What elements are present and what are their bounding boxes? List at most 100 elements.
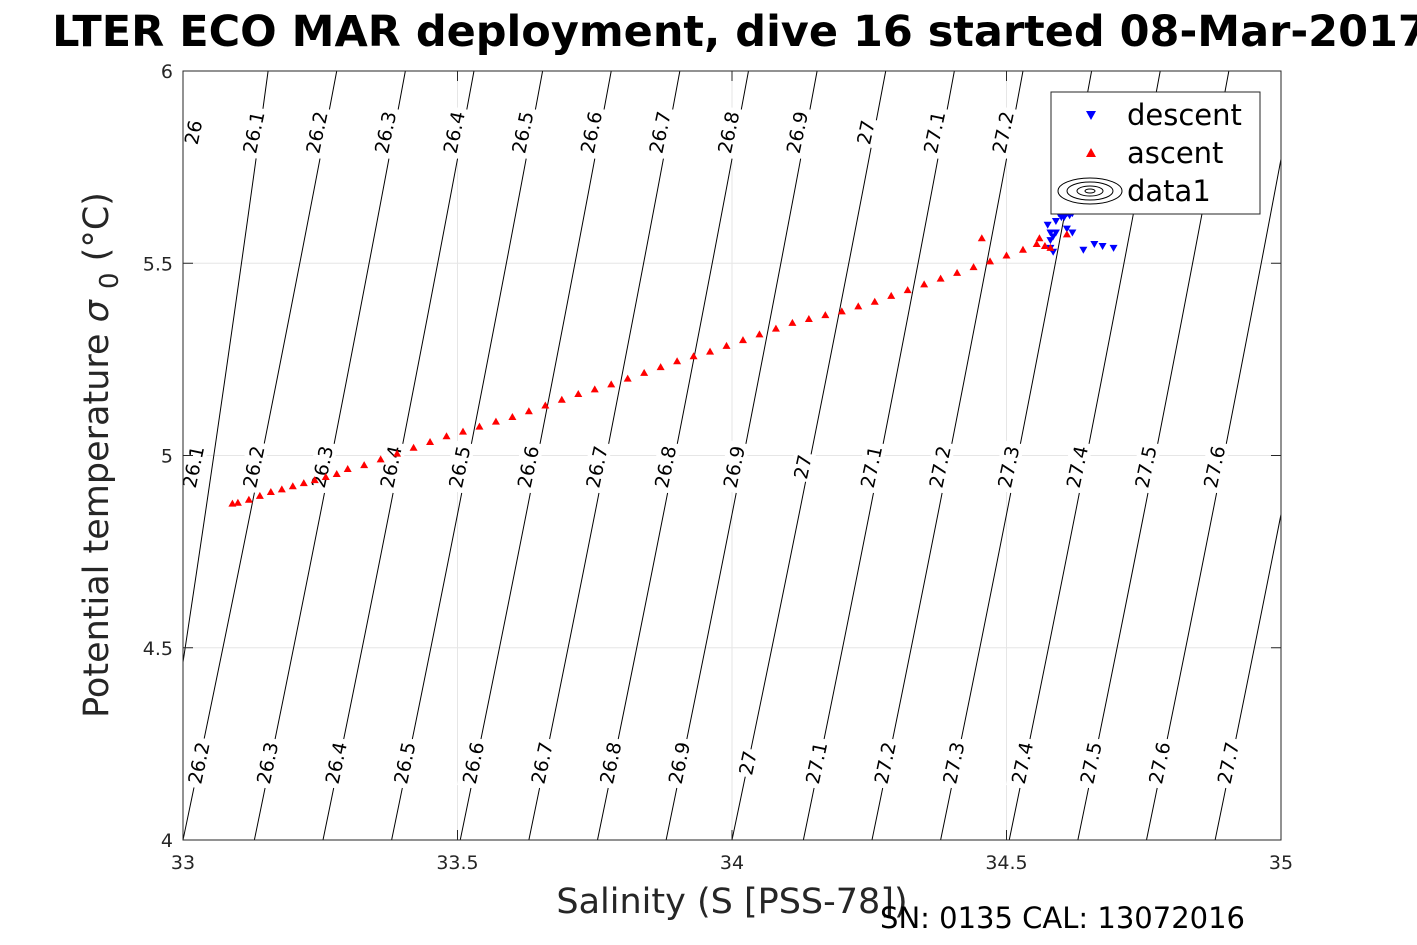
ascent-point xyxy=(953,268,962,276)
contour-label-bg xyxy=(443,440,476,494)
ascent-point xyxy=(969,263,978,271)
ascent-point xyxy=(228,499,237,507)
contour-label-bg xyxy=(992,440,1025,494)
axis-ticks: 33 33.5 34 34.5 35 4 4.5 5 5.5 6 xyxy=(143,61,1293,874)
contour-label-bg xyxy=(649,440,682,494)
ascent-point xyxy=(903,286,912,294)
ascent-point xyxy=(310,476,319,484)
y-tick-label: 5.5 xyxy=(143,253,173,275)
ascent-point xyxy=(426,438,435,446)
ascent-point xyxy=(590,385,599,393)
contour-label-bg xyxy=(511,440,544,494)
ascent-point xyxy=(376,455,385,463)
x-tick-label: 35 xyxy=(1269,852,1293,874)
contour-label-bg xyxy=(851,116,880,149)
contour-label-group: 27.2 xyxy=(986,105,1019,160)
legend-box xyxy=(1050,91,1261,215)
contour-label-bg xyxy=(506,105,539,160)
ascent-point xyxy=(936,274,945,282)
legend: descent ascent data1 xyxy=(1050,91,1261,215)
ascent-point xyxy=(1032,240,1041,248)
y-axis-label-group: Potential temperature σ 0 (°C) xyxy=(77,192,127,718)
contour-label-group: 26.5 xyxy=(506,105,539,160)
contour-label-group: 27.6 xyxy=(1143,736,1176,790)
ascent-point xyxy=(977,234,986,242)
ascent-point xyxy=(870,297,879,305)
contour-label-bg xyxy=(369,105,402,160)
contour-label-bg xyxy=(1006,736,1038,790)
ascent-point xyxy=(557,395,566,403)
ascent-point xyxy=(332,469,341,477)
contour-label-group: 27 xyxy=(733,746,762,779)
contour-label-bg xyxy=(937,736,970,790)
y-axis-label: Potential temperature σ 0 (°C) xyxy=(77,192,127,718)
contour-label-bg xyxy=(525,736,558,790)
y-tick-label: 6 xyxy=(161,61,173,83)
ascent-point xyxy=(706,347,715,355)
ascent-point xyxy=(887,291,896,299)
contour-label-bg xyxy=(868,736,901,790)
contour-label-bg xyxy=(800,736,833,790)
contour-label-bg xyxy=(237,440,270,494)
ascent-point xyxy=(607,380,616,388)
ascent-point xyxy=(837,307,846,315)
legend-marker-ascent xyxy=(1086,148,1096,157)
ascent-point xyxy=(541,401,550,409)
ascent-point xyxy=(1035,234,1044,242)
descent-point xyxy=(1098,242,1107,250)
ascent-point xyxy=(491,417,500,425)
ascent-point xyxy=(673,357,682,365)
contour-label-bg xyxy=(733,746,762,779)
ascent-point xyxy=(788,318,797,326)
ascent-point xyxy=(277,485,286,493)
contour-label-bg xyxy=(1143,736,1176,790)
contour-label-group: 27 xyxy=(851,116,880,149)
contour-label: 27 xyxy=(735,749,762,777)
ascent-point xyxy=(986,257,995,265)
contour-label-bg xyxy=(1074,736,1107,790)
contour-label-group: 26.7 xyxy=(525,736,558,790)
ascent-point xyxy=(442,432,451,440)
ascent-point xyxy=(640,368,649,376)
contour-label-bg xyxy=(986,105,1019,160)
contour-label: 26 xyxy=(181,118,208,146)
ascent-point xyxy=(233,498,242,506)
contour-label-bg xyxy=(923,440,956,494)
ascent-point xyxy=(1062,230,1071,238)
ascent-point xyxy=(689,352,698,360)
contour-label-bg xyxy=(179,116,207,149)
contour-label-bg xyxy=(594,736,627,790)
descent-point xyxy=(1109,244,1118,252)
x-tick-label: 33 xyxy=(171,852,195,874)
descent-point xyxy=(1068,229,1077,237)
ascent-point xyxy=(1040,241,1049,249)
contour-label-bg xyxy=(780,105,813,160)
descent-point xyxy=(1043,221,1052,229)
serial-calibration-footer: SN: 0135 CAL: 13072016 xyxy=(880,901,1245,935)
ascent-point xyxy=(722,341,731,349)
contour-label-group: 26.9 xyxy=(662,736,695,790)
ascent-point xyxy=(574,389,583,397)
contour-label-bg xyxy=(437,105,470,160)
ascent-point xyxy=(288,482,297,490)
legend-item-ascent: ascent xyxy=(1086,136,1223,170)
series-ascent xyxy=(228,230,1071,507)
x-tick-label: 34.5 xyxy=(985,852,1027,874)
contour-label: 27 xyxy=(853,118,880,146)
contour-label-bg xyxy=(1211,736,1244,790)
legend-item-descent: descent xyxy=(1086,98,1242,132)
contour-label-bg xyxy=(712,105,745,160)
contour-label: 27 xyxy=(790,453,817,481)
ascent-point xyxy=(1002,251,1011,259)
y-tick-label: 5 xyxy=(161,446,173,468)
contour-label-group: 27.3 xyxy=(992,440,1025,494)
ascent-point xyxy=(623,374,632,382)
legend-label-ascent: ascent xyxy=(1127,136,1223,170)
ascent-point xyxy=(920,280,929,288)
contour-label-bg xyxy=(319,736,352,790)
contour-label-bg xyxy=(575,105,607,160)
ascent-point xyxy=(321,473,330,481)
isopycnal-line xyxy=(183,71,269,666)
ascent-point xyxy=(755,330,764,338)
contour-label-bg xyxy=(1198,440,1231,494)
